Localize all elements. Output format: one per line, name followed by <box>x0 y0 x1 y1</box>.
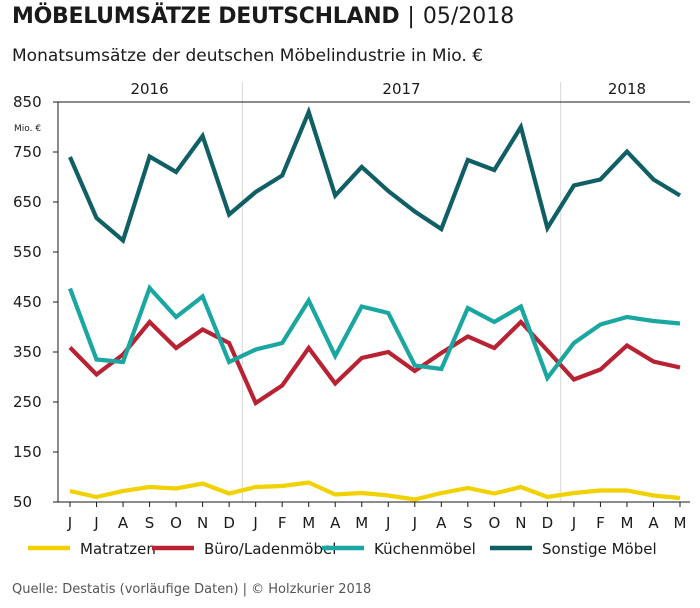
x-tick-label: J <box>385 514 390 532</box>
y-tick-label: 150 <box>13 443 42 461</box>
x-tick-label: S <box>463 514 473 532</box>
x-tick-label: M <box>355 514 368 532</box>
legend-label-b-ro-ladenm-bel: Büro/Ladenmöbel <box>204 540 336 558</box>
y-tick-label: 850 <box>13 93 42 111</box>
x-tick-label: M <box>674 514 687 532</box>
x-tick-label: J <box>571 514 576 532</box>
chart-title-row: MÖBELUMSÄTZE DEUTSCHLAND | 05/2018 <box>12 4 514 29</box>
y-tick-label: 50 <box>13 493 32 511</box>
x-tick-label: A <box>648 514 659 532</box>
year-label: 2018 <box>608 80 646 98</box>
x-tick-label: J <box>412 514 417 532</box>
x-tick-label: F <box>596 514 605 532</box>
x-tick-label: A <box>330 514 341 532</box>
series-line-matratzen <box>69 480 681 502</box>
y-tick-label: 350 <box>13 343 42 361</box>
x-tick-label: S <box>145 514 155 532</box>
series-layer <box>68 105 682 502</box>
y-tick-label: 550 <box>13 243 42 261</box>
x-tick-label: O <box>170 514 182 532</box>
series-line-sonstige-m-bel <box>68 105 682 245</box>
title-separator: | <box>407 4 415 29</box>
title-date: 05/2018 <box>422 4 515 29</box>
year-label: 2016 <box>130 80 168 98</box>
legend-label-sonstige-m-bel: Sonstige Möbel <box>542 540 657 558</box>
y-tick-label: 250 <box>13 393 42 411</box>
x-tick-label: J <box>252 514 257 532</box>
y-tick-label: 450 <box>13 293 42 311</box>
x-tick-label: N <box>197 514 208 532</box>
x-tick-label: J <box>93 514 98 532</box>
x-tick-label: D <box>542 514 554 532</box>
x-tick-label: O <box>488 514 500 532</box>
y-tick-label: 650 <box>13 193 42 211</box>
legend: Matratzen Büro/Ladenmöbel Küchenmöbel Sonst… <box>28 540 657 558</box>
x-tick-label: M <box>302 514 315 532</box>
y-tick-label: 750 <box>13 143 42 161</box>
x-tick-label: J <box>67 514 72 532</box>
source-note: Quelle: Destatis (vorläufige Daten) | © … <box>12 582 372 597</box>
year-label: 2017 <box>382 80 420 98</box>
x-tick-label: M <box>620 514 633 532</box>
x-tick-label: A <box>436 514 447 532</box>
x-tick-label: F <box>278 514 287 532</box>
x-tick-label: N <box>515 514 526 532</box>
legend-label-k-chenm-bel: Küchenmöbel <box>374 540 476 558</box>
y-unit-label: Mio. € <box>14 124 41 134</box>
x-tick-label: D <box>223 514 235 532</box>
series-line-b-ro-ladenm-bel <box>68 318 681 407</box>
legend-label-matratzen: Matratzen <box>80 540 156 558</box>
chart-subtitle: Monatsumsätze der deutschen Möbelindustr… <box>12 46 484 66</box>
series-line-k-chenm-bel <box>68 284 681 383</box>
grid-layer <box>241 82 562 502</box>
chart-title: MÖBELUMSÄTZE DEUTSCHLAND <box>12 4 400 29</box>
x-tick-label: A <box>118 514 129 532</box>
